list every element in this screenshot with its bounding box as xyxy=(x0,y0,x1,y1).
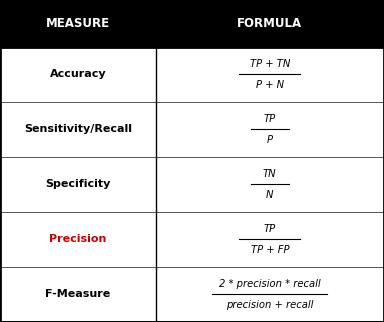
Bar xyxy=(0,102,384,157)
Text: Sensitivity/Recall: Sensitivity/Recall xyxy=(24,124,132,134)
Text: TP + TN: TP + TN xyxy=(250,59,290,69)
Bar xyxy=(0,212,384,267)
Bar xyxy=(0,267,384,322)
Text: Precision: Precision xyxy=(49,234,106,244)
Bar xyxy=(0,47,384,102)
Text: Specificity: Specificity xyxy=(45,179,111,189)
Text: P: P xyxy=(267,135,273,145)
Text: TP + FP: TP + FP xyxy=(250,245,289,255)
Text: MEASURE: MEASURE xyxy=(46,17,110,30)
Text: TP: TP xyxy=(264,224,276,234)
Text: 2 * precision * recall: 2 * precision * recall xyxy=(219,279,321,289)
Text: P + N: P + N xyxy=(256,80,284,90)
Text: Accuracy: Accuracy xyxy=(50,69,106,79)
Text: precision + recall: precision + recall xyxy=(226,300,313,310)
Text: F-Measure: F-Measure xyxy=(45,289,110,299)
Text: N: N xyxy=(266,190,273,200)
Text: FORMULA: FORMULA xyxy=(237,17,302,30)
Text: TP: TP xyxy=(264,114,276,124)
Text: TN: TN xyxy=(263,169,276,179)
Bar xyxy=(0,157,384,212)
Bar xyxy=(0,0,384,47)
